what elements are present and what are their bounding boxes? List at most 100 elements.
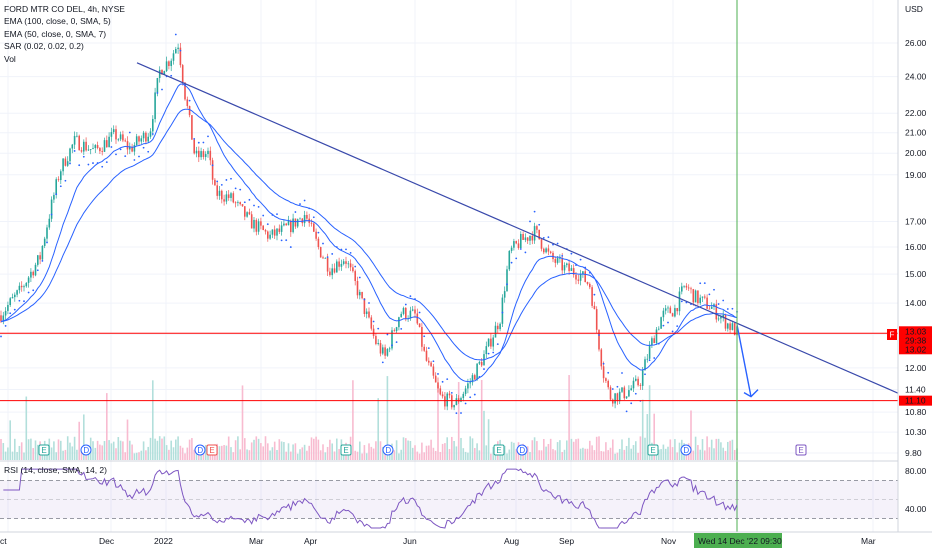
candle-body (538, 229, 540, 240)
descending-trendline[interactable] (136, 62, 899, 394)
volume-bar (354, 450, 356, 460)
candle-body (434, 375, 437, 383)
projection-arrow[interactable] (736, 324, 759, 398)
candle-body (83, 141, 85, 152)
candle-body (223, 199, 225, 202)
volume-bar (439, 451, 442, 460)
sar-dot (414, 298, 416, 300)
volume-bar (664, 448, 667, 460)
volume-bar (462, 448, 465, 460)
price-tick-label: 21.00 (905, 128, 927, 138)
candle-body (382, 347, 384, 354)
legend-sar[interactable]: SAR (0.02, 0.02, 0.2) (4, 41, 84, 52)
sar-dot (349, 251, 352, 254)
earnings-event-icon (206, 444, 218, 456)
sar-dot (345, 248, 347, 251)
volume-bar (225, 445, 228, 460)
sar-dot (547, 236, 550, 239)
symbol-title[interactable]: FORD MTR CO DEL, 4h, NYSE (4, 4, 125, 14)
candle-body (50, 199, 53, 219)
sar-dot (625, 410, 628, 413)
sar-dot (662, 324, 665, 327)
candle-body (699, 297, 701, 304)
volume-bar (393, 450, 396, 460)
volume-bar (306, 450, 308, 460)
sar-dot (124, 155, 127, 158)
sar-dot (308, 207, 311, 210)
candle-body (405, 307, 407, 320)
candle-body (552, 252, 554, 260)
volume-bar (32, 448, 34, 460)
volume-bar (575, 439, 577, 460)
volume-bar (388, 450, 391, 460)
candle-body (526, 237, 529, 241)
volume-bar (177, 436, 179, 460)
sar-dot (483, 368, 485, 370)
candle-body (329, 271, 331, 276)
candle-body (453, 404, 455, 408)
candle-body (18, 285, 21, 291)
candle-body (377, 343, 379, 344)
candle-body (234, 202, 237, 204)
volume-bar (262, 446, 264, 460)
candle-body (152, 119, 154, 132)
legend-ema-100[interactable]: EMA (100, close, 0, SMA, 5) (4, 16, 111, 27)
candle-body (533, 226, 536, 241)
price-axis[interactable] (898, 0, 932, 532)
candle-body (625, 396, 628, 399)
volume-bar (733, 449, 736, 460)
candle-body (547, 248, 550, 252)
candle-body (257, 221, 260, 232)
volume-bar (193, 449, 195, 460)
sar-dot (13, 308, 16, 311)
rsi-tick-label: 40.00 (905, 504, 927, 514)
volume-bar (628, 437, 630, 460)
price-label-text: 29:38 (905, 335, 927, 345)
candle-body (490, 338, 492, 347)
price-tick-label: 26.00 (905, 38, 927, 48)
volume-bar (485, 445, 488, 460)
legend-ema-50[interactable]: EMA (50, close, 0, SMA, 7) (4, 28, 107, 39)
candle-body (237, 202, 239, 203)
volume-bar (308, 445, 310, 460)
volume-bar (285, 451, 287, 460)
sar-dot (354, 265, 357, 268)
volume-bar (156, 440, 159, 460)
candle-body (179, 47, 182, 66)
candle-body (85, 141, 87, 151)
sar-dot (211, 164, 214, 167)
candle-body (432, 366, 435, 376)
candle-body (290, 220, 292, 233)
sar-dot (225, 179, 228, 181)
volume-bar (25, 396, 28, 460)
volume-bar (377, 398, 379, 460)
volume-bar (708, 447, 711, 460)
sar-dot (570, 252, 573, 255)
volume-bar (453, 440, 455, 460)
candle-body (543, 248, 545, 253)
volume-bar (508, 449, 511, 460)
time-tick-label: Dec (99, 536, 115, 546)
candle-body (292, 218, 294, 233)
volume-bar (446, 437, 448, 460)
volume-bar (582, 447, 584, 460)
candle-body (122, 134, 124, 141)
candle-body (200, 151, 202, 158)
candle-body (48, 218, 51, 228)
candle-body (177, 47, 179, 49)
volume-bar (416, 451, 419, 460)
candle-body (687, 287, 690, 289)
legend-volume[interactable]: Vol (4, 53, 16, 64)
volume-bar (71, 446, 74, 460)
candle-body (658, 328, 660, 330)
volume-bar (294, 443, 297, 460)
volume-bar (480, 379, 483, 460)
volume-bar (269, 450, 271, 460)
sar-dot (510, 261, 513, 264)
time-tick-label: Mar (861, 536, 876, 546)
sar-dot (32, 289, 35, 292)
candle-body (131, 146, 133, 152)
event-label: D (197, 446, 203, 455)
